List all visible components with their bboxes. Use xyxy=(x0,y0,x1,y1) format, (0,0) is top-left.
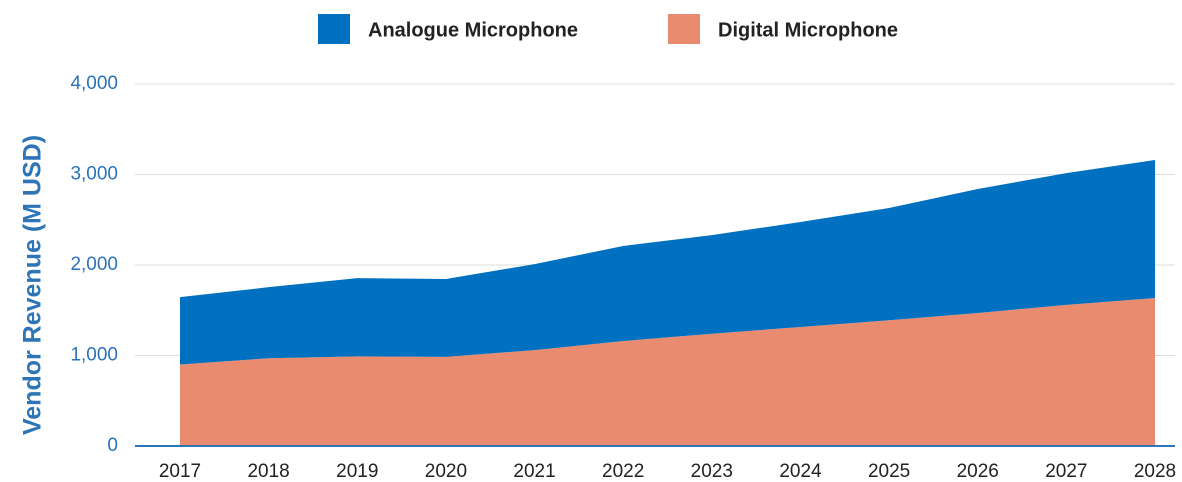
y-tick-label: 2,000 xyxy=(70,254,118,275)
y-tick-label: 4,000 xyxy=(70,73,118,94)
x-tick-label: 2024 xyxy=(779,461,822,482)
y-axis-label: Vendor Revenue (M USD) xyxy=(19,135,47,435)
area xyxy=(180,298,1155,446)
x-tick-label: 2021 xyxy=(513,461,555,482)
legend-label: Digital Microphone xyxy=(718,19,898,41)
x-tick-label: 2019 xyxy=(336,461,378,482)
area xyxy=(180,160,1155,365)
x-tick-label: 2028 xyxy=(1134,461,1176,482)
x-tick-label: 2026 xyxy=(957,461,999,482)
x-tick-label: 2023 xyxy=(691,461,733,482)
legend-swatch xyxy=(318,14,350,44)
y-tick-label: 3,000 xyxy=(70,164,118,185)
legend-swatch xyxy=(668,14,700,44)
legend-label: Analogue Microphone xyxy=(368,19,578,41)
x-tick-label: 2025 xyxy=(868,461,910,482)
x-tick-label: 2018 xyxy=(247,461,289,482)
y-tick-label: 1,000 xyxy=(70,345,118,366)
x-tick-label: 2027 xyxy=(1045,461,1087,482)
y-tick-label: 0 xyxy=(107,435,118,456)
x-tick-label: 2017 xyxy=(159,461,201,482)
x-tick-label: 2022 xyxy=(602,461,644,482)
x-tick-label: 2020 xyxy=(425,461,467,482)
